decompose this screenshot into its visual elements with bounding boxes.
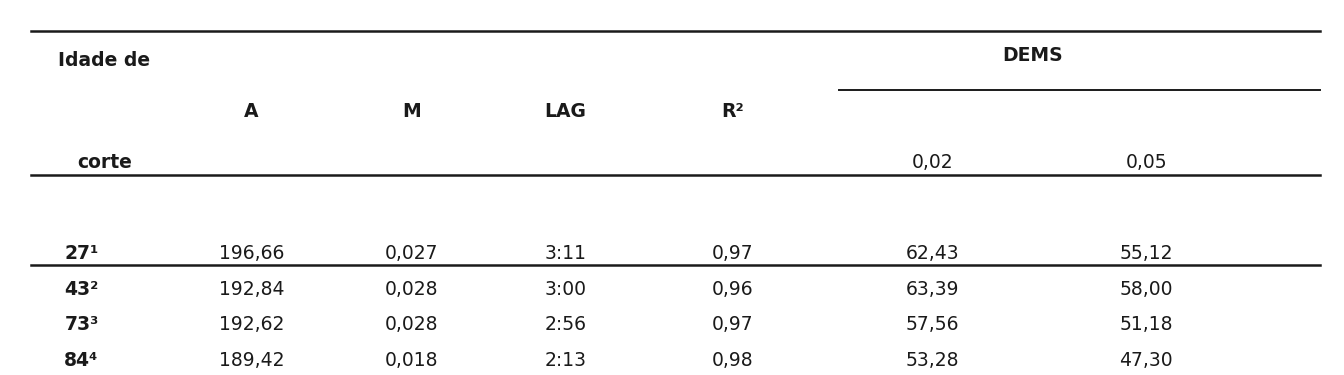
Text: 192,62: 192,62 [219, 315, 284, 334]
Text: 0,96: 0,96 [711, 280, 753, 298]
Text: M: M [402, 102, 421, 122]
Text: 0,98: 0,98 [711, 351, 753, 369]
Text: LAG: LAG [544, 102, 586, 122]
Text: 0,97: 0,97 [711, 244, 753, 263]
Text: 57,56: 57,56 [906, 315, 960, 334]
Text: 3:11: 3:11 [544, 244, 586, 263]
Text: 3:00: 3:00 [544, 280, 586, 298]
Text: 189,42: 189,42 [219, 351, 284, 369]
Text: 0,027: 0,027 [384, 244, 438, 263]
Text: 51,18: 51,18 [1120, 315, 1173, 334]
Text: Idade de: Idade de [58, 51, 149, 70]
Text: 0,97: 0,97 [711, 315, 753, 334]
Text: 63,39: 63,39 [906, 280, 960, 298]
Text: 2:13: 2:13 [544, 351, 586, 369]
Text: corte: corte [78, 153, 133, 173]
Text: 0,028: 0,028 [384, 315, 438, 334]
Text: DEMS: DEMS [1003, 46, 1063, 65]
Text: 47,30: 47,30 [1120, 351, 1173, 369]
Text: 55,12: 55,12 [1120, 244, 1173, 263]
Text: 0,02: 0,02 [911, 153, 953, 173]
Text: 58,00: 58,00 [1120, 280, 1173, 298]
Text: 73³: 73³ [65, 315, 98, 334]
Text: 0,028: 0,028 [384, 280, 438, 298]
Text: 43²: 43² [65, 280, 98, 298]
Text: 62,43: 62,43 [906, 244, 960, 263]
Text: R²: R² [720, 102, 743, 122]
Text: 27¹: 27¹ [65, 244, 98, 263]
Text: 84⁴: 84⁴ [65, 351, 98, 369]
Text: 196,66: 196,66 [219, 244, 284, 263]
Text: 0,018: 0,018 [384, 351, 438, 369]
Text: 192,84: 192,84 [219, 280, 284, 298]
Text: 53,28: 53,28 [906, 351, 960, 369]
Text: 2:56: 2:56 [544, 315, 586, 334]
Text: 0,05: 0,05 [1125, 153, 1167, 173]
Text: A: A [245, 102, 258, 122]
